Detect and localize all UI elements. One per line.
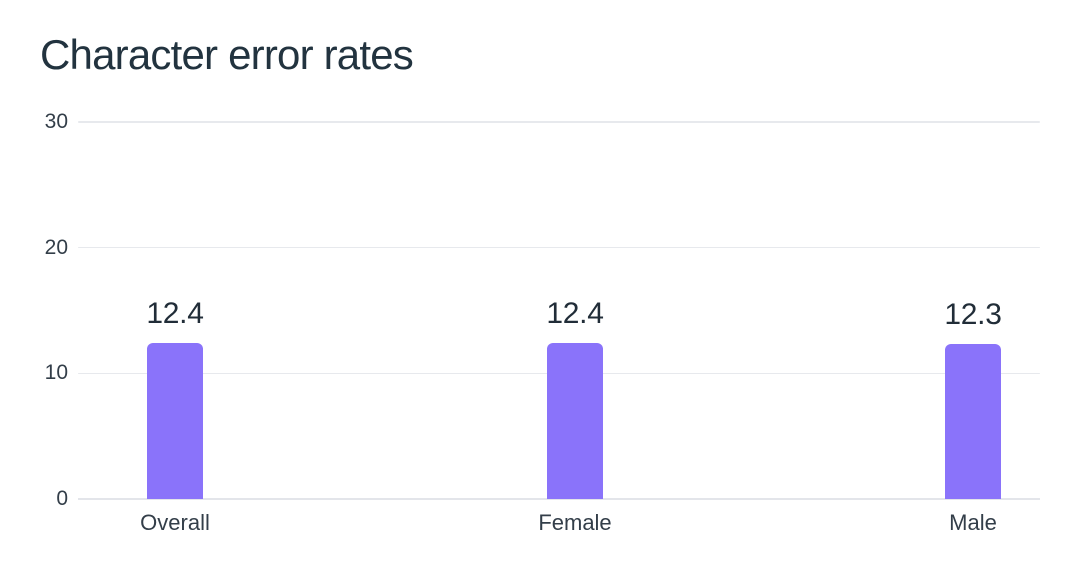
x-tick-label: Overall xyxy=(140,510,210,535)
bar-female xyxy=(547,343,603,499)
x-tick-label: Female xyxy=(538,510,612,535)
gridline-30 xyxy=(78,121,1040,123)
bar-value-label: 12.3 xyxy=(944,298,1002,332)
bar-overall xyxy=(147,343,203,499)
y-tick-label: 0 xyxy=(56,487,68,510)
x-tick-label: Male xyxy=(949,510,997,535)
y-tick-label: 30 xyxy=(44,110,68,133)
y-tick-label: 10 xyxy=(44,361,68,385)
x-axis-line xyxy=(78,498,1040,500)
y-tick-label: 20 xyxy=(44,235,68,259)
bar-male xyxy=(945,344,1001,499)
bar-value-label: 12.4 xyxy=(546,297,604,331)
gridline-20 xyxy=(78,246,1040,249)
bar-value-label: 12.4 xyxy=(146,297,204,331)
chart-title: Character error rates xyxy=(40,31,414,78)
